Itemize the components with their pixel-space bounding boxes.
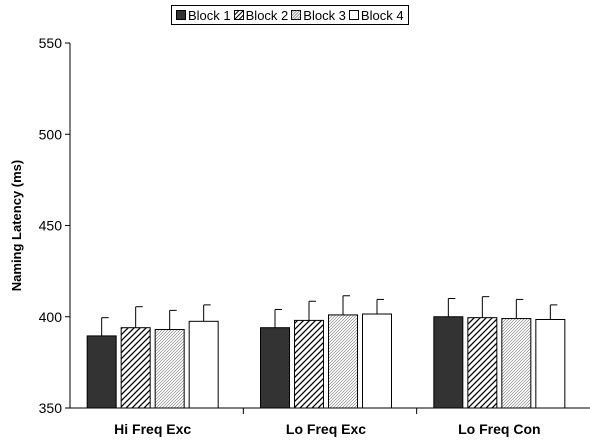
legend-label: Block 3 [303, 7, 346, 23]
x-tick-label: Lo Freq Con [458, 421, 540, 437]
y-tick-label: 550 [39, 35, 63, 51]
legend-swatch-fine-hatch [291, 10, 302, 20]
bar [501, 318, 532, 409]
bar [362, 313, 392, 409]
bar [294, 319, 324, 409]
legend-swatch-diagonal-hatch [233, 10, 244, 20]
x-tick-label: Hi Freq Exc [114, 421, 191, 437]
bar [328, 314, 358, 409]
y-tick-label: 350 [39, 400, 63, 416]
legend-item-block-1: Block 1 [176, 8, 231, 23]
bar [86, 335, 117, 409]
bar [154, 329, 185, 409]
y-tick-label: 450 [39, 218, 63, 234]
y-axis-label: Naming Latency (ms) [9, 160, 24, 291]
bar [188, 320, 219, 409]
bar [535, 318, 566, 409]
legend-swatch-solid-dark [176, 10, 186, 20]
legend: Block 1 Block 2 [171, 5, 409, 25]
bar [433, 316, 464, 409]
legend-label: Block 1 [188, 7, 231, 23]
bar [260, 327, 290, 409]
legend-item-block-2: Block 2 [233, 7, 289, 23]
legend-swatch-white [348, 10, 359, 20]
legend-item-block-4: Block 4 [348, 7, 404, 23]
x-tick-label: Lo Freq Exc [286, 421, 366, 437]
y-tick-label: 400 [39, 309, 63, 325]
legend-item-block-3: Block 3 [291, 8, 346, 23]
legend-label: Block 2 [245, 7, 289, 23]
bar [120, 327, 151, 409]
legend-label: Block 4 [360, 7, 404, 23]
bar [467, 317, 498, 409]
y-tick-label: 500 [39, 126, 63, 142]
